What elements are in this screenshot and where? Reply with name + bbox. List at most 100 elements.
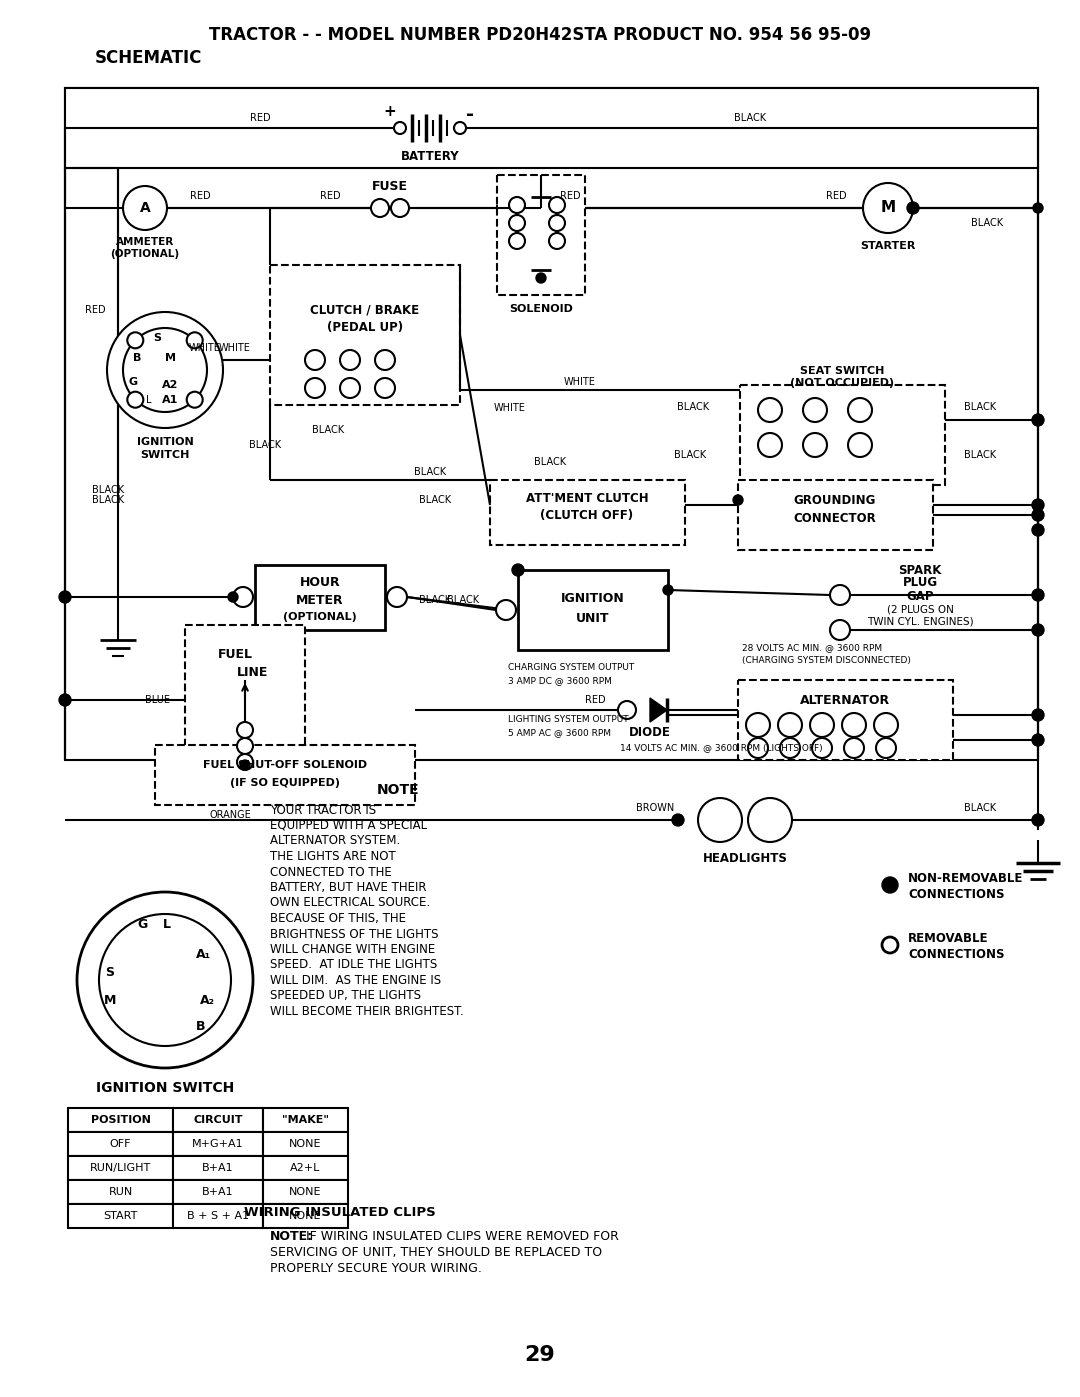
Circle shape [305,379,325,398]
Text: RED: RED [559,191,580,201]
Text: ORANGE: ORANGE [210,810,251,820]
Text: FUEL: FUEL [217,648,253,662]
Text: G: G [138,918,148,930]
Text: M: M [880,201,895,215]
Circle shape [123,186,167,231]
Circle shape [99,914,231,1046]
Text: BLACK: BLACK [414,467,446,476]
Text: B: B [197,1020,206,1032]
Bar [68,1155,173,1180]
Text: GROUNDING: GROUNDING [794,493,876,507]
Text: CONNECTED TO THE: CONNECTED TO THE [270,866,392,879]
Bar [153,951,193,965]
Text: BLACK: BLACK [534,457,566,467]
Circle shape [237,754,253,770]
Text: BLACK: BLACK [677,402,710,412]
Circle shape [843,738,864,759]
Text: NONE: NONE [289,1187,322,1197]
Text: IGNITION: IGNITION [562,591,625,605]
Text: RED: RED [320,191,340,201]
Text: NON-REMOVABLE: NON-REMOVABLE [908,873,1024,886]
Circle shape [509,197,525,212]
Circle shape [375,351,395,370]
Circle shape [391,198,409,217]
Text: SOLENOID: SOLENOID [509,305,572,314]
Text: WIRING INSULATED CLIPS: WIRING INSULATED CLIPS [244,1206,436,1218]
Text: IGNITION SWITCH: IGNITION SWITCH [96,1081,234,1095]
Bar [156,745,415,805]
Circle shape [387,587,407,608]
Circle shape [375,379,395,398]
Text: CLUTCH / BRAKE: CLUTCH / BRAKE [310,303,419,317]
Text: BLACK: BLACK [447,595,480,605]
Circle shape [237,722,253,738]
Circle shape [746,712,770,738]
Text: YOUR TRACTOR IS: YOUR TRACTOR IS [270,803,376,816]
Text: SPEEDED UP, THE LIGHTS: SPEEDED UP, THE LIGHTS [270,989,421,1003]
Text: BLUE: BLUE [145,694,170,705]
Circle shape [1032,710,1044,721]
Circle shape [394,122,406,134]
Circle shape [848,433,872,457]
Text: NOTE: NOTE [377,782,419,798]
Text: DIODE: DIODE [629,725,671,739]
Text: OFF: OFF [110,1139,132,1148]
Text: A: A [139,201,150,215]
Text: PLUG: PLUG [903,577,937,590]
Circle shape [1032,499,1044,511]
Text: SWITCH: SWITCH [140,450,190,460]
Text: ALTERNATOR: ALTERNATOR [800,693,890,707]
Text: POSITION: POSITION [91,1115,150,1125]
Text: TRACTOR - - MODEL NUMBER PD20H42STA PRODUCT NO. 954 56 95-09: TRACTOR - - MODEL NUMBER PD20H42STA PROD… [208,27,872,43]
Circle shape [812,738,832,759]
Bar [264,1180,348,1204]
Text: HEADLIGHTS: HEADLIGHTS [703,852,787,865]
Bar [65,88,1038,760]
Circle shape [340,351,360,370]
Bar [173,1204,264,1228]
Circle shape [59,694,71,705]
Text: PROPERLY SECURE YOUR WIRING.: PROPERLY SECURE YOUR WIRING. [270,1261,482,1275]
Text: BLACK: BLACK [971,218,1003,228]
Text: FUEL SHUT-OFF SOLENOID: FUEL SHUT-OFF SOLENOID [203,760,367,770]
Text: M+G+A1: M+G+A1 [192,1139,244,1148]
Text: WILL DIM.  AS THE ENGINE IS: WILL DIM. AS THE ENGINE IS [270,974,441,988]
Circle shape [1032,203,1043,212]
Text: S: S [153,332,161,344]
Circle shape [233,587,253,608]
Text: S: S [106,965,114,978]
Circle shape [780,738,800,759]
Bar [738,481,933,550]
Circle shape [1032,414,1044,426]
Circle shape [618,701,636,719]
Text: REMOVABLE: REMOVABLE [908,933,988,946]
Circle shape [549,197,565,212]
Text: (OPTIONAL): (OPTIONAL) [283,612,356,622]
Text: ATT'MENT CLUTCH: ATT'MENT CLUTCH [526,492,648,504]
Text: ALTERNATOR SYSTEM.: ALTERNATOR SYSTEM. [270,834,401,848]
Circle shape [1032,624,1044,636]
Circle shape [804,398,827,422]
Text: M: M [104,993,117,1006]
Bar [264,1155,348,1180]
Circle shape [842,712,866,738]
Circle shape [1032,814,1044,826]
Circle shape [1032,733,1044,746]
Text: CIRCUIT: CIRCUIT [193,1115,243,1125]
Text: A1: A1 [162,395,178,405]
Bar [68,1108,173,1132]
Circle shape [512,564,524,576]
Circle shape [1032,590,1044,601]
Circle shape [804,433,827,457]
Circle shape [876,738,896,759]
Text: FUSE: FUSE [372,179,408,193]
Polygon shape [650,698,667,722]
Text: EQUIPPED WITH A SPECIAL: EQUIPPED WITH A SPECIAL [270,819,427,833]
Bar [173,1108,264,1132]
Text: RED: RED [249,113,270,123]
Circle shape [107,312,222,427]
Bar [497,175,585,295]
Bar [68,1204,173,1228]
Text: RED: RED [826,191,847,201]
Text: BLACK: BLACK [92,485,124,495]
